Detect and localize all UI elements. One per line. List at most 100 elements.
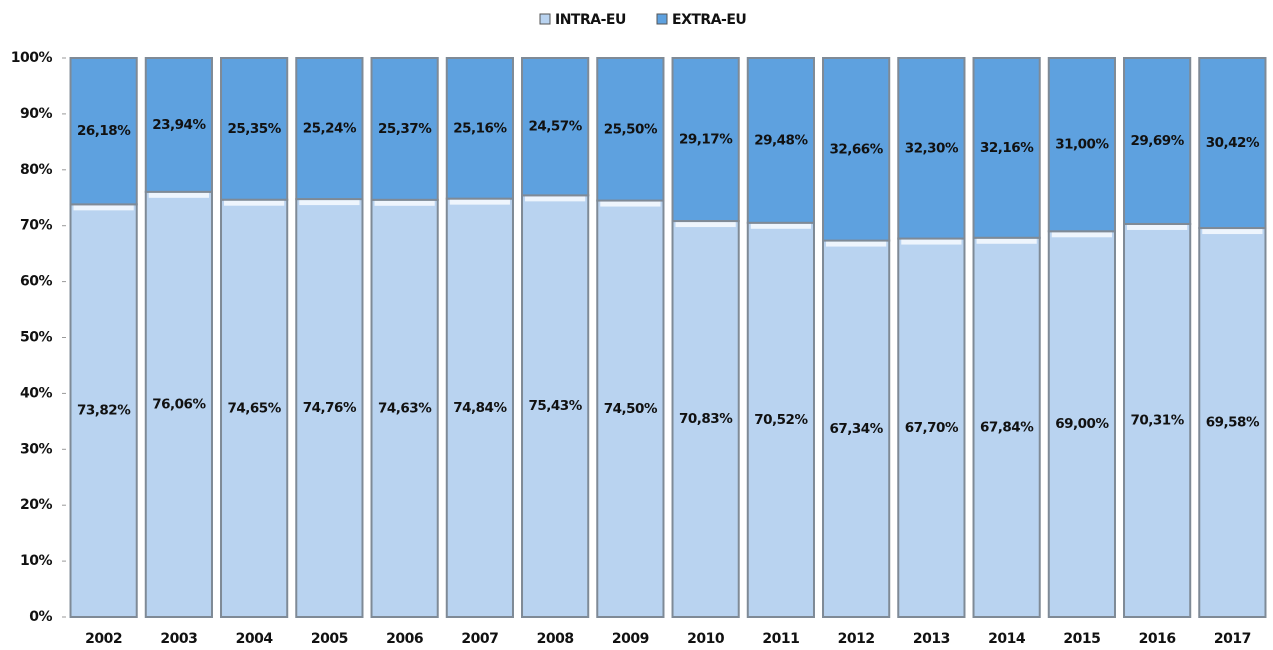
bar-segment [445,57,514,200]
bar-highlight [374,200,435,206]
data-label: 75,43% [529,398,583,414]
data-label: 25,35% [228,121,282,137]
x-tick-label: 2010 [687,631,725,647]
x-tick-label: 2002 [85,631,122,647]
bar-segment [972,57,1041,239]
data-label: 70,31% [1131,412,1185,428]
bar-segment [1198,57,1267,230]
x-tick-label: 2005 [311,631,348,647]
data-label: 69,00% [1055,416,1109,432]
bar-highlight [901,239,962,245]
data-label: 26,18% [77,123,131,139]
y-tick-label: 90% [20,106,52,122]
bar-segment [897,57,966,240]
x-tick-label: 2017 [1214,631,1251,647]
x-tick-label: 2012 [838,631,875,647]
data-label: 25,24% [303,121,357,137]
x-tick-label: 2011 [762,631,799,647]
y-tick-label: 40% [20,385,52,401]
data-label: 69,58% [1206,415,1260,431]
bar-segment [1198,227,1267,619]
data-label: 32,16% [980,140,1034,156]
data-label: 67,70% [905,420,959,436]
bar-segment [144,190,213,619]
bar-segment [596,199,665,618]
x-tick-label: 2009 [612,631,649,647]
data-label: 29,69% [1131,133,1185,149]
data-label: 67,34% [830,421,884,437]
y-tick-label: 10% [20,553,52,569]
x-tick-label: 2016 [1139,631,1176,647]
y-tick-label: 60% [20,274,52,290]
bar-highlight [449,199,510,205]
bar-segment [69,57,138,206]
bar-highlight [73,205,134,211]
bar-segment [445,197,514,618]
legend-swatch [656,13,668,25]
legend-label: INTRA-EU [555,12,626,28]
x-tick-label: 2004 [236,631,274,647]
x-tick-label: 2014 [988,631,1026,647]
data-label: 74,65% [228,400,282,416]
bar-segment [1123,57,1192,225]
bar-highlight [224,200,285,206]
data-label: 29,17% [679,132,733,148]
data-label: 32,30% [905,140,959,156]
data-label: 25,50% [604,121,658,137]
data-label: 74,84% [453,400,507,416]
y-tick-label: 20% [20,497,52,513]
bar-segment [69,203,138,619]
bar-segment [295,57,364,201]
x-tick-label: 2006 [386,631,423,647]
data-label: 25,16% [453,120,507,136]
bar-highlight [1051,232,1112,238]
x-tick-label: 2013 [913,631,950,647]
bar-highlight [976,238,1037,244]
bar-highlight [750,223,811,229]
bar-highlight [148,192,209,198]
bar-segment [1047,230,1116,618]
x-tick-label: 2008 [537,631,574,647]
data-label: 70,83% [679,411,733,427]
bar-segment [521,57,590,197]
data-label: 70,52% [754,412,808,428]
bar-highlight [600,201,661,207]
data-label: 73,82% [77,403,131,419]
bar-segment [897,237,966,618]
y-tick-label: 80% [20,162,52,178]
x-tick-label: 2007 [461,631,498,647]
bar-segment [822,239,891,618]
bar-highlight [299,200,360,206]
bar-segment [370,198,439,618]
data-label: 23,94% [152,117,206,133]
bar-segment [521,194,590,618]
legend-swatch [539,13,551,25]
bar-segment [370,57,439,201]
x-tick-label: 2015 [1063,631,1100,647]
data-label: 74,76% [303,400,357,416]
bar-segment [746,57,815,224]
y-tick-label: 30% [20,441,52,457]
bar-highlight [826,241,887,247]
bar-segment [972,236,1041,618]
bar-segment [746,221,815,618]
bar-highlight [675,222,736,228]
data-label: 24,57% [529,119,583,135]
bar-segment [596,57,665,202]
data-label: 32,66% [830,141,884,157]
data-label: 30,42% [1206,135,1260,151]
data-label: 76,06% [152,396,206,412]
data-label: 25,37% [378,121,432,137]
y-tick-label: 0% [29,609,52,625]
x-tick-label: 2003 [160,631,197,647]
bar-segment [220,57,289,201]
bar-highlight [1127,224,1188,230]
data-label: 74,63% [378,400,432,416]
data-label: 74,50% [604,401,658,417]
data-label: 67,84% [980,419,1034,435]
data-label: 31,00% [1055,137,1109,153]
bar-highlight [1202,229,1263,235]
legend-label: EXTRA-EU [672,12,746,28]
bar-segment [1047,57,1116,233]
